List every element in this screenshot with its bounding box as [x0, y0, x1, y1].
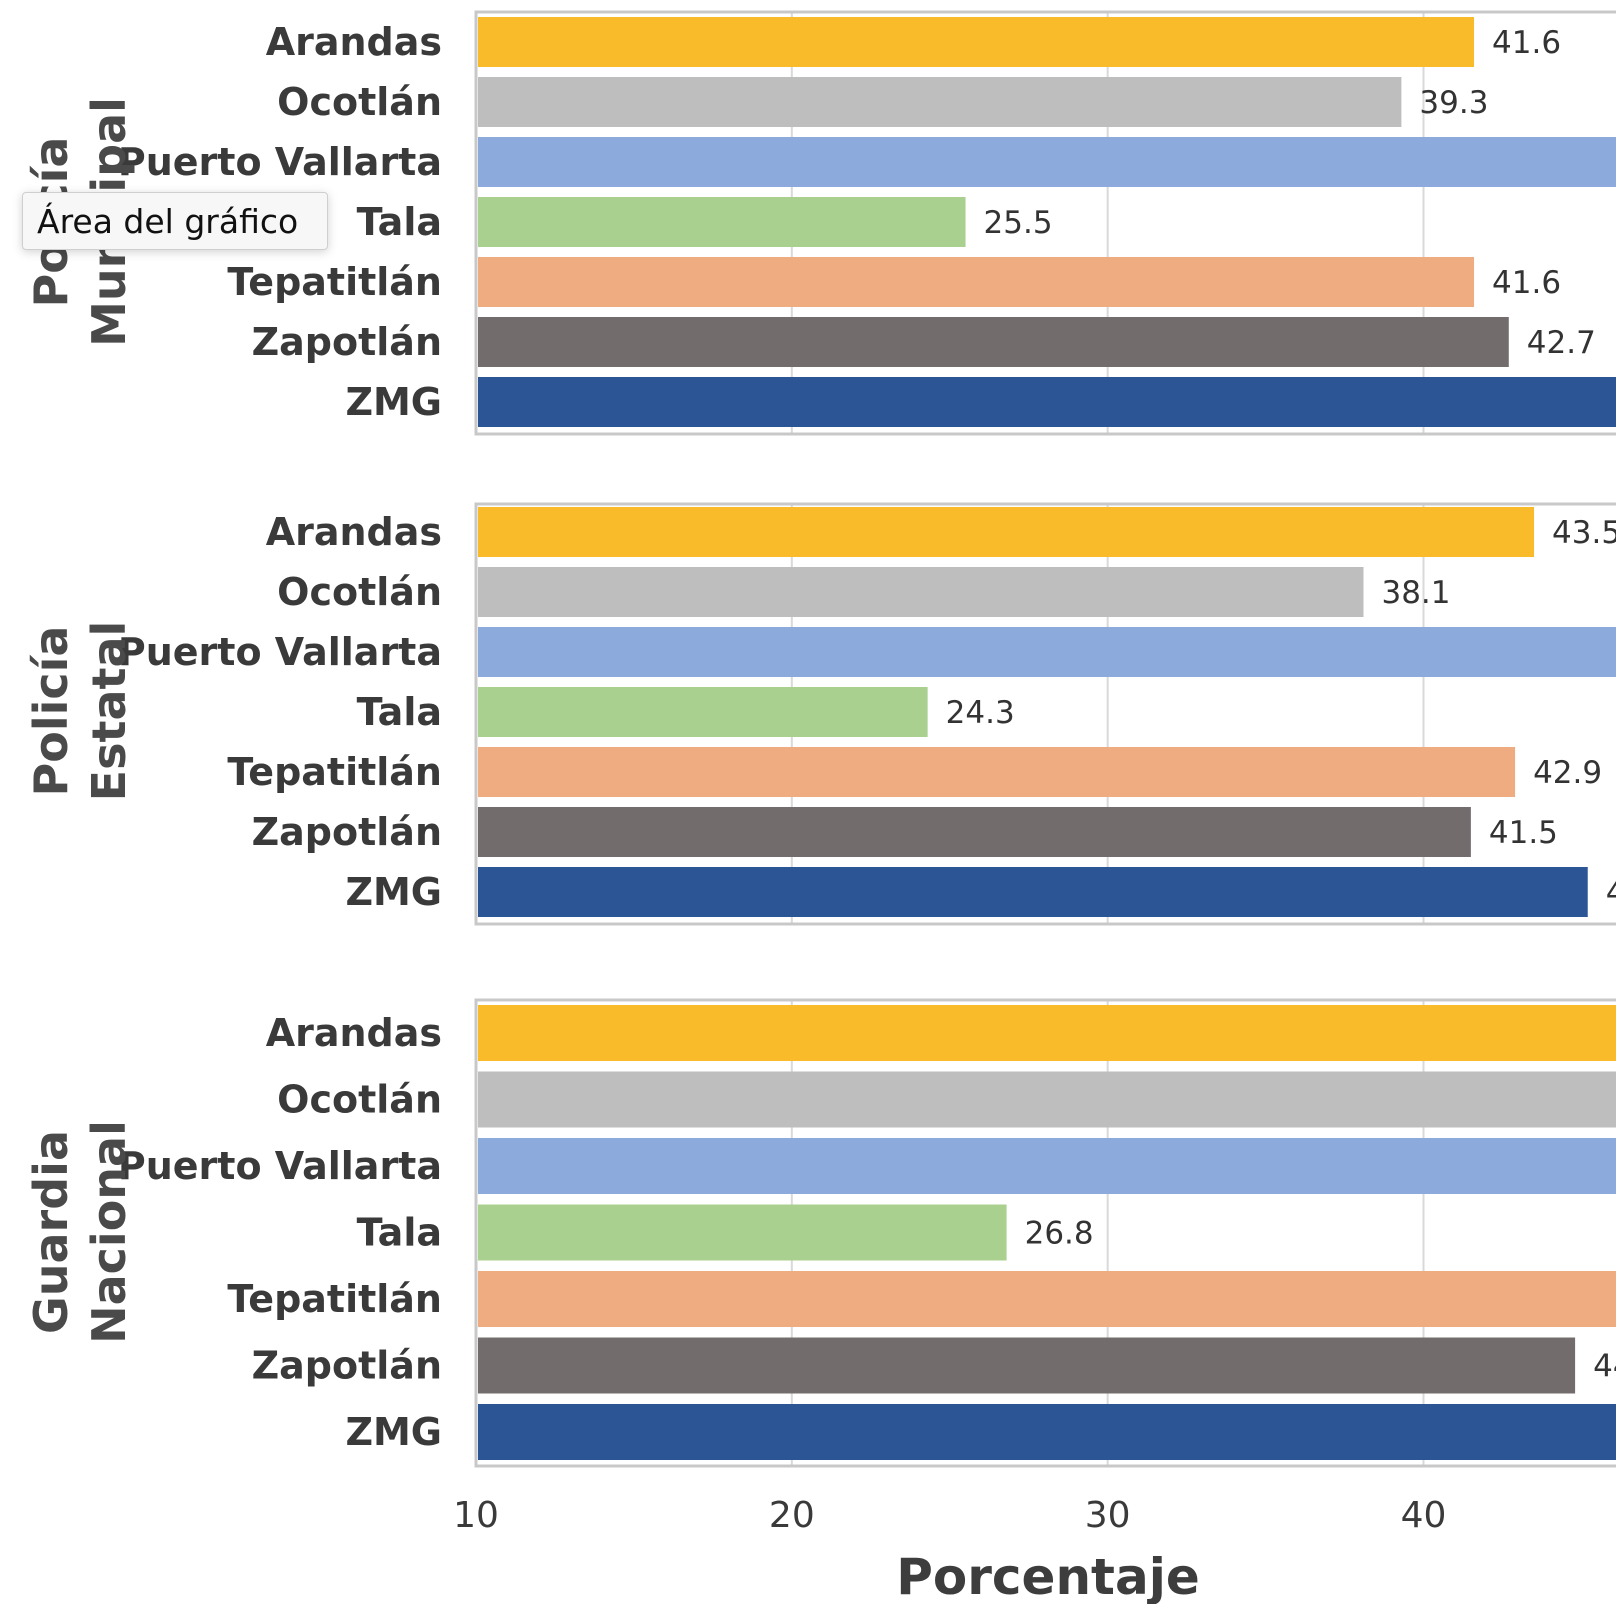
bar-zmg[interactable]	[478, 867, 1588, 917]
category-label-tala: Tala	[357, 200, 442, 244]
category-label-zmg: ZMG	[345, 380, 442, 424]
bar-ocotlan[interactable]	[478, 77, 1402, 127]
bar-puerto-vallarta[interactable]	[478, 627, 1616, 677]
x-tick-label: 40	[1401, 1495, 1447, 1536]
bar-zapotlan[interactable]	[478, 807, 1471, 857]
data-label: 39.3	[1419, 85, 1488, 121]
category-label-puerto-vallarta: Puerto Vallarta	[118, 630, 442, 674]
chart-area-tooltip: Área del gráfico	[22, 192, 328, 250]
bar-tepatitlan[interactable]	[478, 1271, 1616, 1327]
data-label: 41.6	[1492, 25, 1561, 61]
data-label: 41.5	[1489, 815, 1558, 851]
bar-tala[interactable]	[478, 687, 928, 737]
bar-zapotlan[interactable]	[478, 317, 1509, 367]
bar-tepatitlan[interactable]	[478, 257, 1475, 307]
category-label-arandas: Arandas	[266, 20, 442, 64]
category-label-tala: Tala	[357, 1211, 442, 1255]
bar-tala[interactable]	[478, 197, 966, 247]
bar-tala[interactable]	[478, 1204, 1007, 1261]
bar-ocotlan[interactable]	[478, 567, 1364, 617]
category-label-zapotlan: Zapotlán	[252, 1344, 442, 1388]
data-label: 26.8	[1025, 1216, 1094, 1252]
category-label-ocotlan: Ocotlán	[277, 80, 442, 124]
x-axis-title: Porcentaje	[896, 1548, 1200, 1604]
category-label-tepatitlan: Tepatitlán	[227, 260, 442, 304]
bar-ocotlan[interactable]	[478, 1071, 1616, 1128]
data-label: 24.3	[946, 695, 1015, 731]
bar-zmg[interactable]	[478, 1404, 1616, 1460]
category-label-tala: Tala	[357, 690, 442, 734]
group-label-guardia: Guardia	[24, 1130, 78, 1334]
category-label-zmg: ZMG	[345, 1410, 442, 1454]
category-label-zapotlan: Zapotlán	[252, 320, 442, 364]
data-label: 38.1	[1381, 575, 1450, 611]
category-label-zapotlan: Zapotlán	[252, 810, 442, 854]
bar-puerto-vallarta[interactable]	[478, 137, 1616, 187]
data-label: 45.2	[1606, 875, 1616, 911]
bar-zmg[interactable]	[478, 377, 1616, 427]
bar-arandas[interactable]	[478, 17, 1475, 67]
x-tick-label: 30	[1085, 1495, 1131, 1536]
group-label-policia: Policía	[24, 626, 78, 797]
panel-frame	[474, 502, 1616, 926]
category-label-tepatitlan: Tepatitlán	[227, 750, 442, 794]
category-label-tepatitlan: Tepatitlán	[227, 1277, 442, 1321]
bar-zapotlan[interactable]	[478, 1337, 1576, 1394]
data-label: 42.7	[1527, 325, 1596, 361]
category-label-arandas: Arandas	[266, 510, 442, 554]
bar-arandas[interactable]	[478, 1005, 1616, 1061]
data-label: 43.5	[1552, 515, 1616, 551]
data-label: 41.6	[1492, 265, 1561, 301]
x-tick-label: 10	[453, 1495, 499, 1536]
group-label-estatal: Estatal	[82, 621, 136, 802]
category-label-puerto-vallarta: Puerto Vallarta	[118, 1144, 442, 1188]
panel-frame	[474, 10, 1616, 436]
panel-frame	[474, 998, 1616, 1468]
bar-arandas[interactable]	[478, 507, 1535, 557]
data-label: 44.8	[1593, 1349, 1616, 1385]
bar-tepatitlan[interactable]	[478, 747, 1516, 797]
category-label-zmg: ZMG	[345, 870, 442, 914]
category-label-ocotlan: Ocotlán	[277, 1078, 442, 1122]
category-label-arandas: Arandas	[266, 1011, 442, 1055]
x-tick-label: 20	[769, 1495, 815, 1536]
bar-puerto-vallarta[interactable]	[478, 1138, 1616, 1194]
data-label: 42.9	[1533, 755, 1602, 791]
data-label: 25.5	[984, 205, 1053, 241]
category-label-ocotlan: Ocotlán	[277, 570, 442, 614]
category-label-puerto-vallarta: Puerto Vallarta	[118, 140, 442, 184]
group-label-nacional: Nacional	[82, 1120, 136, 1344]
